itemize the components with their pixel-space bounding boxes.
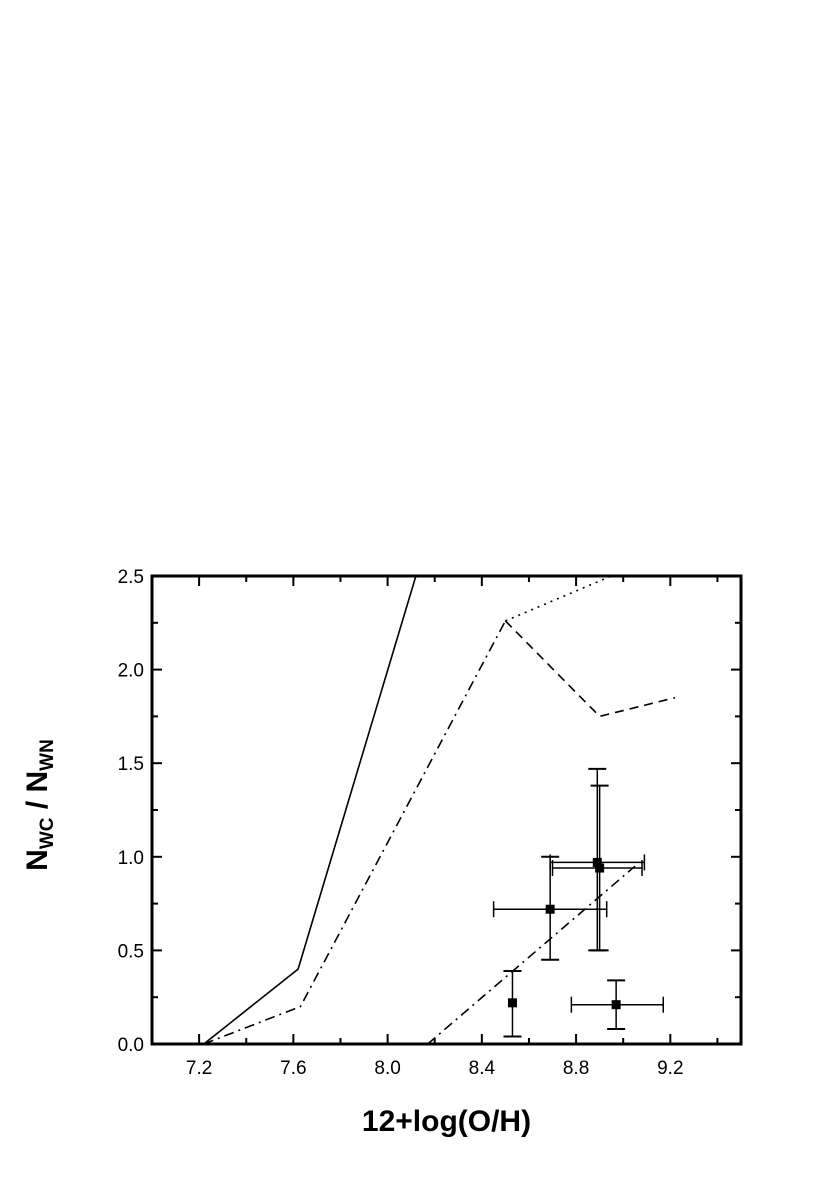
y-axis-label-n1: N [21, 849, 54, 871]
x-tick-label: 8.4 [469, 1058, 496, 1079]
model-curve-dotted [505, 576, 612, 622]
data-point [503, 969, 522, 1038]
y-axis-label-n2: / N [21, 770, 54, 818]
y-tick-label: 1.0 [118, 848, 144, 869]
data-marker [611, 1000, 621, 1010]
model-curves [203, 576, 676, 1044]
data-marker [592, 857, 602, 867]
y-tick-labels: 0.0 0.5 1.0 1.5 2.0 2.5 [118, 567, 144, 1056]
y-axis-label-sub1: WC [37, 817, 58, 850]
data-point [570, 979, 665, 1031]
data-marker [545, 904, 555, 914]
x-axis-label: 12+log(O/H) [362, 1105, 531, 1138]
y-tick-label: 1.5 [118, 754, 144, 775]
model-curve-dashdot [427, 865, 636, 1044]
tick-marks [151, 575, 741, 1045]
model-curve-dashdot [203, 620, 507, 1044]
x-tick-label: 9.2 [657, 1058, 683, 1079]
y-axis-label-sub2: WN [37, 739, 58, 771]
model-curve-dashed [504, 620, 676, 718]
x-tick-labels: 7.2 7.6 8.0 8.4 8.8 9.2 [186, 1058, 684, 1079]
y-tick-label: 2.5 [118, 567, 144, 588]
y-tick-label: 0.5 [118, 941, 144, 962]
plot-frame [150, 574, 743, 1046]
model-curve-solid [203, 576, 417, 1044]
data-marker [595, 863, 605, 873]
x-tick-label: 8.8 [563, 1058, 589, 1079]
y-tick-label: 0.0 [118, 1035, 144, 1056]
y-tick-label: 2.0 [118, 661, 144, 682]
data-marker [507, 998, 517, 1008]
data-point [492, 855, 608, 961]
data-points [492, 767, 665, 1038]
data-point [549, 767, 646, 952]
x-tick-label: 8.0 [374, 1058, 400, 1079]
x-tick-label: 7.6 [280, 1058, 306, 1079]
x-tick-label: 7.2 [186, 1058, 212, 1079]
data-point [551, 784, 643, 952]
y-axis-label: NWC / NWN [21, 739, 59, 871]
